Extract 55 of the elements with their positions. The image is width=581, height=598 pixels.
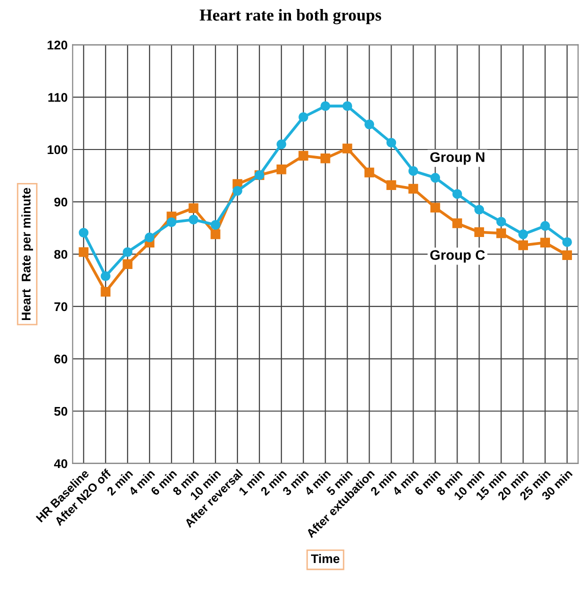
point: [452, 189, 462, 199]
x-axis-title: Time: [311, 554, 340, 564]
y-tick-label: 110: [48, 92, 68, 102]
point: [78, 228, 88, 238]
point: [364, 168, 374, 178]
y-tick-label: 40: [54, 459, 68, 468]
point: [320, 101, 330, 111]
point: [386, 138, 396, 148]
point: [188, 203, 198, 213]
point: [364, 120, 374, 130]
chart-title: Heart rate in both groups: [200, 8, 382, 24]
point: [188, 214, 198, 224]
y-tick-label: 120: [48, 40, 68, 50]
point: [452, 218, 462, 228]
point: [562, 250, 572, 260]
y-tick-label: 100: [48, 145, 68, 154]
point: [298, 150, 308, 161]
point: [122, 259, 132, 269]
point: [342, 144, 352, 154]
point: [100, 271, 110, 281]
point: [78, 247, 88, 257]
point: [540, 221, 550, 231]
point: [210, 220, 220, 230]
point: [496, 228, 506, 238]
point: [518, 240, 528, 250]
point: [210, 229, 220, 240]
point: [562, 237, 572, 247]
series-label: Group C: [430, 250, 485, 263]
y-tick-label: 90: [54, 198, 68, 206]
point: [276, 139, 286, 150]
point: [342, 101, 352, 111]
y-tick-label: 80: [54, 250, 68, 259]
point: [496, 216, 506, 227]
point: [430, 202, 440, 212]
point: [298, 112, 308, 122]
point: [166, 217, 176, 228]
point: [276, 164, 286, 174]
point: [320, 154, 330, 164]
y-tick-label: 70: [54, 302, 68, 312]
series-label: Group N: [430, 152, 484, 165]
point: [518, 229, 528, 240]
y-axis-title: Heart Rate per minute: [21, 188, 34, 320]
point: [408, 166, 418, 176]
point: [100, 286, 110, 297]
point: [408, 184, 418, 194]
point: [122, 247, 132, 257]
point: [232, 186, 242, 196]
y-tick-label: 50: [54, 406, 68, 416]
y-tick-label: 60: [54, 354, 68, 364]
point: [430, 172, 440, 183]
point: [386, 180, 396, 190]
point: [540, 238, 550, 248]
point: [144, 232, 154, 242]
point: [474, 227, 484, 238]
point: [474, 204, 484, 215]
